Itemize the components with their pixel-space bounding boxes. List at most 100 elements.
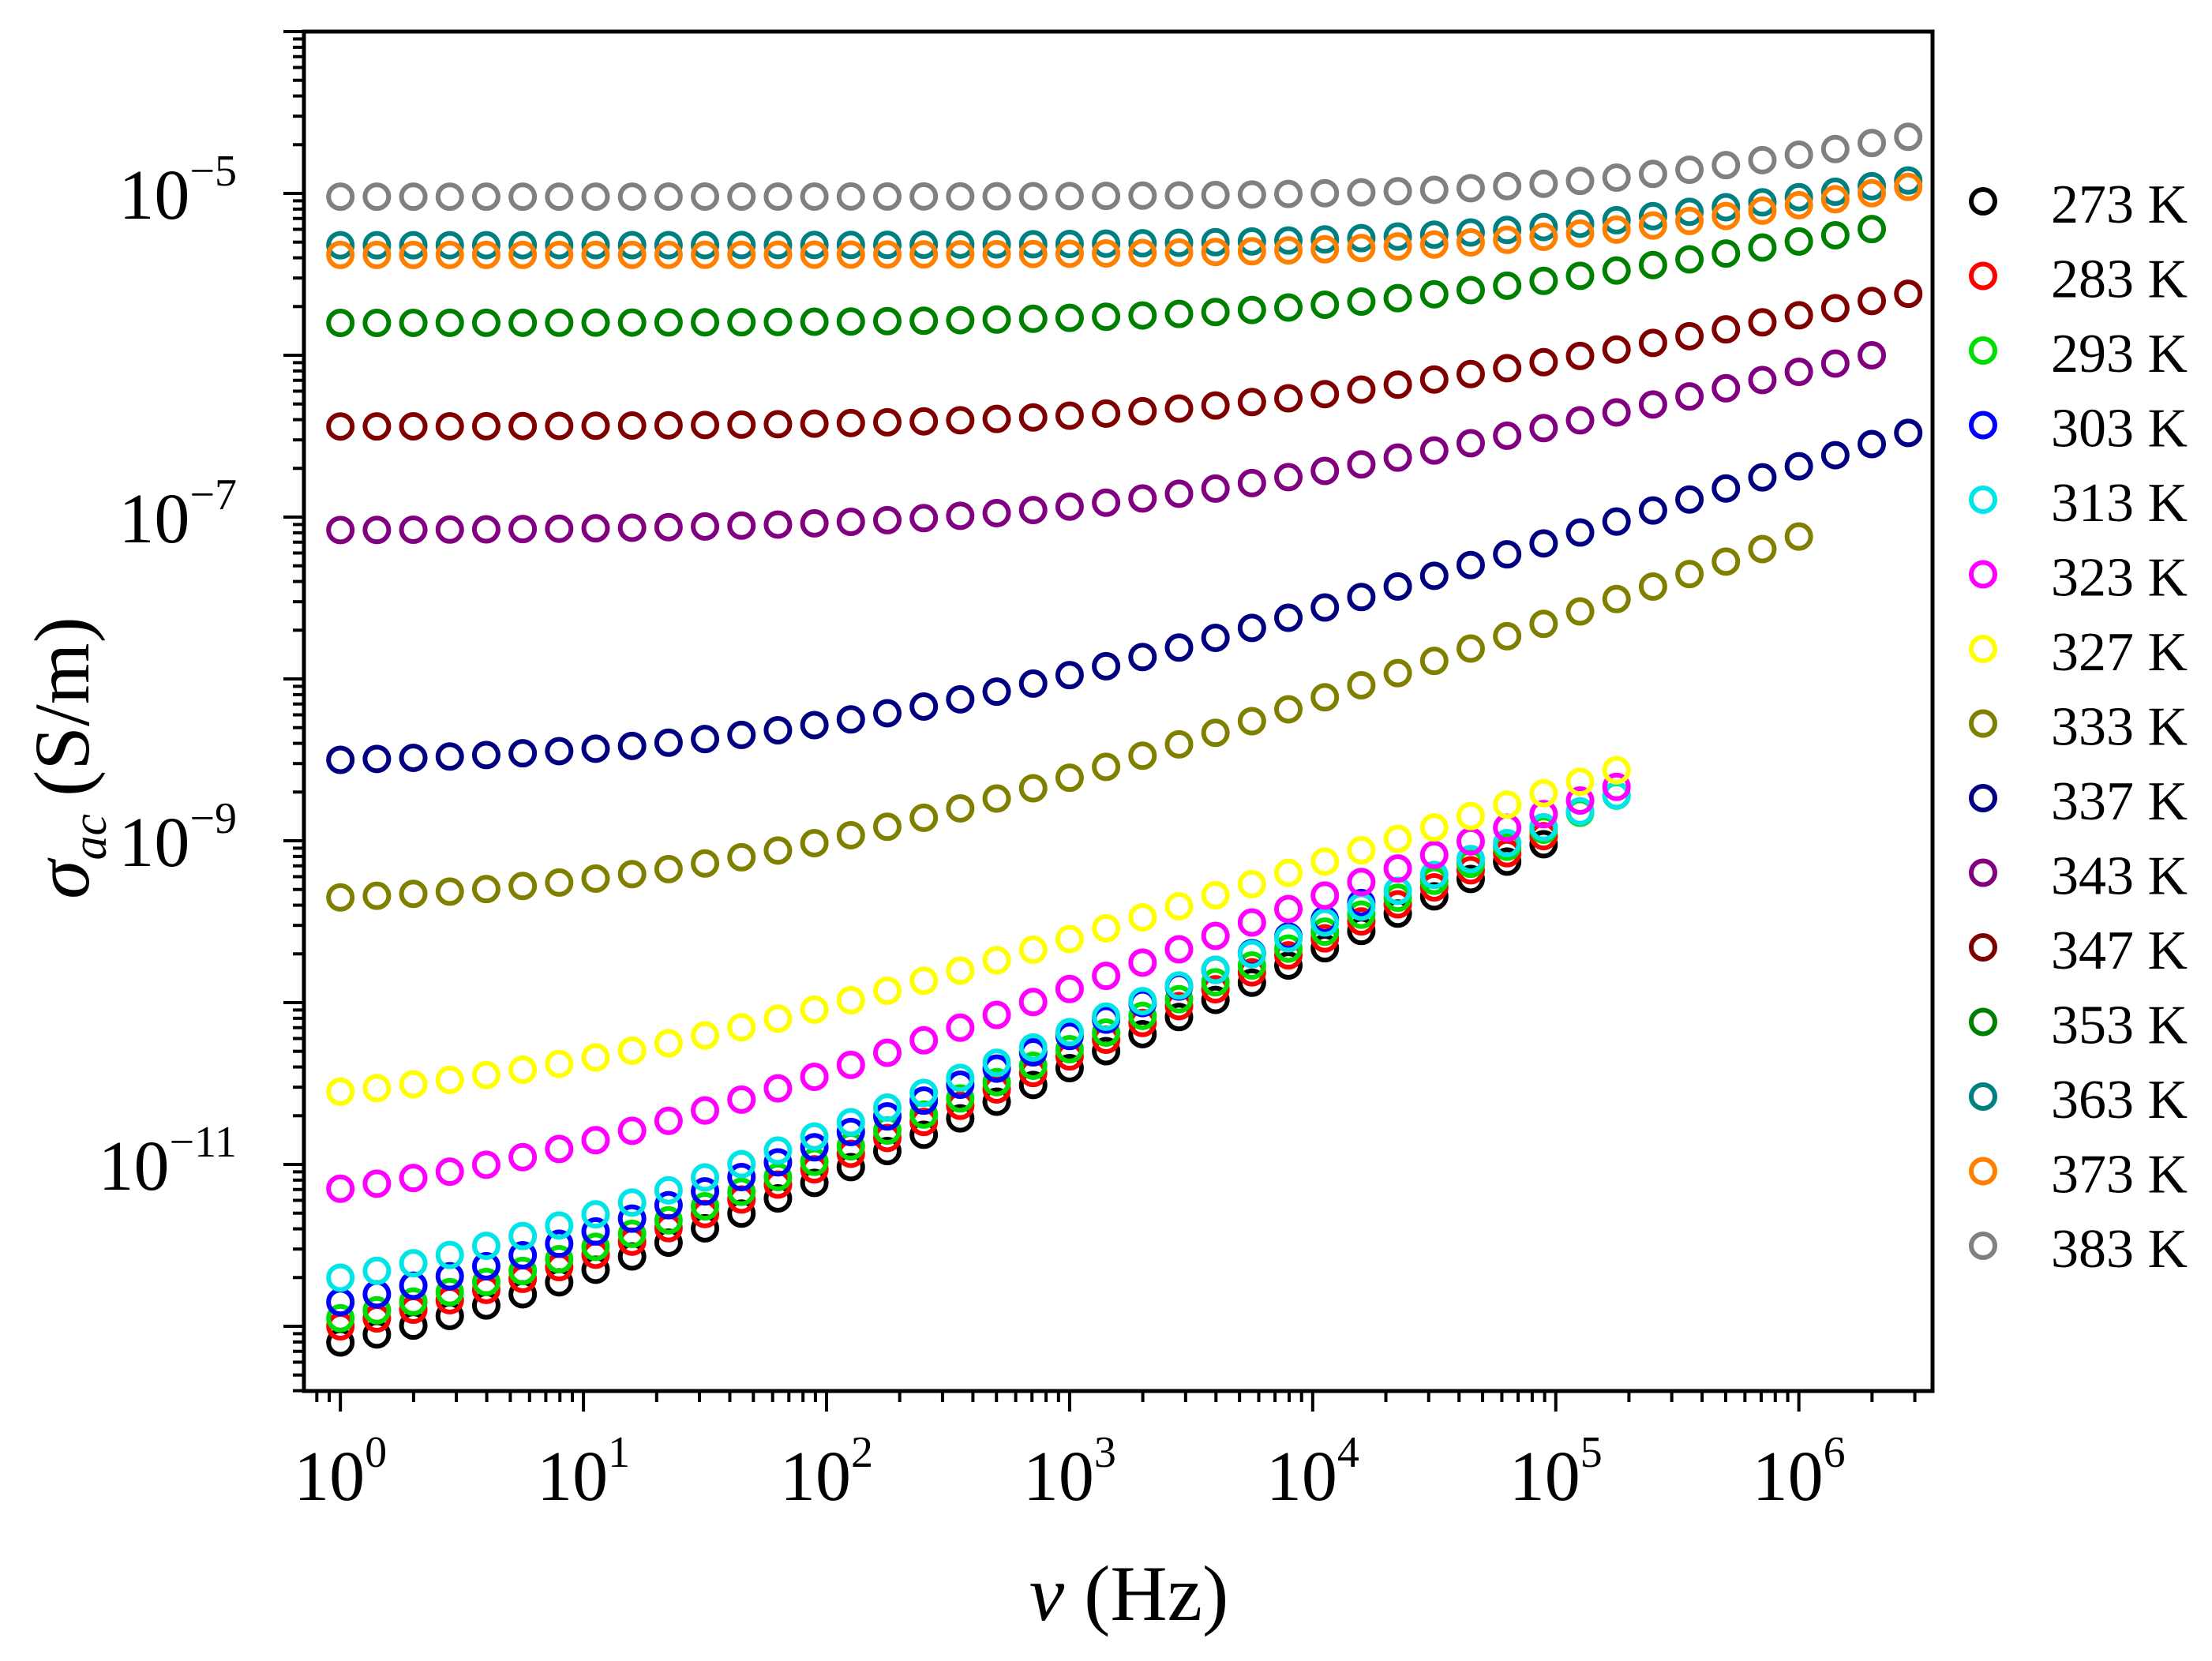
- data-point: [1055, 401, 1084, 430]
- data-point: [1274, 293, 1303, 322]
- data-point: [1347, 234, 1376, 263]
- data-point: [1529, 609, 1558, 639]
- data-point: [691, 1021, 720, 1050]
- data-point: [617, 860, 647, 889]
- data-point: [545, 1049, 574, 1078]
- data-point: [1419, 220, 1449, 249]
- data-point: [1310, 380, 1340, 409]
- data-point: [1493, 354, 1522, 383]
- data-point: [1274, 858, 1303, 887]
- data-point: [1820, 294, 1850, 323]
- data-point: [471, 182, 501, 212]
- data-point: [654, 1190, 683, 1220]
- data-point: [1347, 375, 1376, 404]
- data-point: [1748, 145, 1777, 174]
- data-point: [362, 1280, 392, 1309]
- data-point: [1201, 391, 1230, 420]
- data-point: [581, 1200, 610, 1229]
- data-point: [435, 1240, 464, 1269]
- data-point: [1018, 1070, 1048, 1100]
- legend-marker: [1969, 933, 1997, 962]
- data-point: [1201, 718, 1230, 748]
- data-point: [1419, 230, 1449, 259]
- data-point: [399, 516, 428, 545]
- data-point: [362, 1169, 392, 1198]
- data-point: [836, 1108, 865, 1137]
- data-point: [1675, 197, 1704, 227]
- data-point: [1675, 382, 1704, 411]
- data-point: [982, 305, 1011, 334]
- data-point: [872, 1102, 902, 1131]
- data-point: [1092, 752, 1121, 782]
- legend-marker: [1969, 336, 1997, 365]
- data-point: [1055, 239, 1084, 268]
- data-point: [326, 182, 355, 212]
- data-point: [1274, 894, 1303, 924]
- data-point: [1164, 228, 1194, 257]
- data-point: [326, 231, 355, 260]
- data-point: [399, 1164, 428, 1193]
- data-point: [1493, 216, 1522, 245]
- data-point: [727, 720, 756, 749]
- data-point: [1237, 707, 1266, 736]
- data-point: [800, 307, 829, 336]
- data-point: [617, 411, 647, 441]
- data-point: [471, 741, 501, 770]
- data-point: [617, 1204, 647, 1233]
- data-point: [1128, 301, 1157, 330]
- data-point: [1164, 238, 1194, 267]
- data-point: [1055, 974, 1084, 1003]
- legend-item: 337 K: [1969, 771, 2188, 832]
- data-point: [1820, 349, 1850, 378]
- data-point: [836, 1050, 865, 1079]
- data-point: [1237, 295, 1266, 324]
- data-point: [435, 240, 464, 269]
- data-point: [1347, 223, 1376, 253]
- data-point: [362, 240, 392, 269]
- data-point: [1675, 245, 1704, 274]
- data-point: [1894, 418, 1923, 448]
- legend-item: 273 K: [1969, 174, 2188, 235]
- data-point: [909, 1120, 939, 1149]
- data-point: [836, 408, 865, 437]
- data-point: [1055, 230, 1084, 259]
- data-point: [1565, 219, 1595, 248]
- data-point: [1018, 304, 1048, 333]
- data-point: [617, 182, 647, 212]
- data-point: [1748, 196, 1777, 225]
- data-point: [435, 877, 464, 906]
- data-point: [763, 836, 793, 865]
- data-point: [1638, 572, 1667, 601]
- data-point: [1565, 518, 1595, 547]
- data-point: [1638, 496, 1667, 525]
- data-point: [872, 505, 902, 534]
- data-point: [1565, 261, 1595, 291]
- series-327-K: [326, 756, 1631, 1106]
- y-axis-subscript: ac: [63, 814, 117, 860]
- data-point: [1018, 988, 1048, 1017]
- data-point: [1820, 134, 1850, 163]
- data-point: [763, 240, 793, 269]
- series-353-K: [326, 215, 1887, 337]
- data-point: [909, 1078, 939, 1108]
- data-point: [1237, 227, 1266, 256]
- data-point: [800, 711, 829, 740]
- data-point: [1419, 860, 1449, 890]
- y-axis-label: σac (S/m): [18, 617, 117, 899]
- series-373-K: [326, 172, 1923, 269]
- data-point: [581, 182, 610, 212]
- data-point: [1128, 741, 1157, 771]
- data-point: [1237, 939, 1266, 969]
- data-point: [1018, 1033, 1048, 1062]
- data-point: [909, 692, 939, 721]
- data-point: [1201, 180, 1230, 209]
- data-point: [800, 231, 829, 260]
- legend-marker: [1969, 261, 1997, 291]
- data-point: [617, 1036, 647, 1065]
- data-point: [471, 240, 501, 269]
- legend-item: 347 K: [1969, 920, 2188, 981]
- data-point: [727, 1013, 756, 1042]
- data-point: [545, 1211, 574, 1240]
- data-point: [399, 182, 428, 212]
- data-point: [836, 508, 865, 537]
